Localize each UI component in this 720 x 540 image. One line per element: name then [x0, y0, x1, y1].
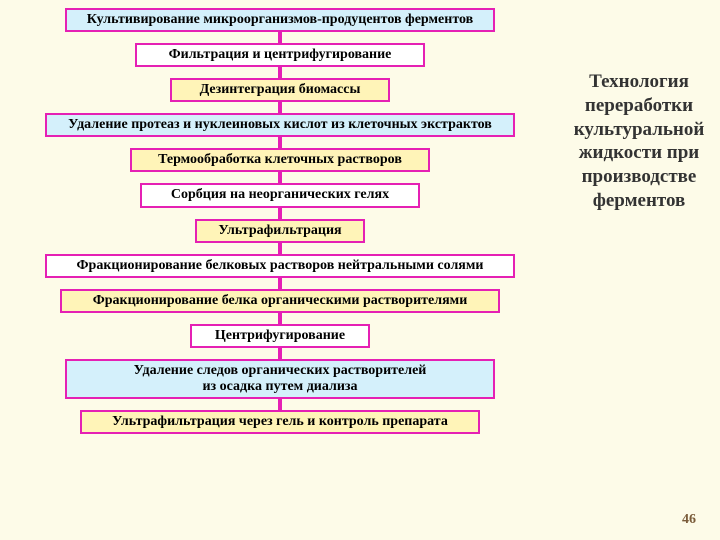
page-number: 46 [682, 512, 696, 528]
flow-node-4: Термообработка клеточных растворов [130, 148, 430, 172]
slide: Культивирование микроорганизмов-продуцен… [0, 0, 720, 540]
flow-connector [278, 67, 282, 78]
flow-node-0: Культивирование микроорганизмов-продуцен… [65, 8, 495, 32]
flow-connector [278, 137, 282, 148]
flow-connector [278, 208, 282, 219]
slide-title: Технология переработки культуральной жид… [564, 70, 714, 213]
flow-connector [278, 32, 282, 43]
flow-node-5: Сорбция на неорганических гелях [140, 183, 420, 207]
flow-node-9: Центрифугирование [190, 324, 370, 348]
flow-node-7: Фракционирование белковых растворов нейт… [45, 254, 515, 278]
flow-connector [278, 243, 282, 254]
flowchart-column: Культивирование микроорганизмов-продуцен… [0, 8, 560, 434]
flow-node-10: Удаление следов органических растворител… [65, 359, 495, 399]
flow-connector [278, 102, 282, 113]
flow-node-11: Ультрафильтрация через гель и контроль п… [80, 410, 480, 434]
flow-connector [278, 172, 282, 183]
flow-node-1: Фильтрация и центрифугирование [135, 43, 425, 67]
flow-connector [278, 348, 282, 359]
flow-node-2: Дезинтеграция биомассы [170, 78, 390, 102]
flow-node-8: Фракционирование белка органическими рас… [60, 289, 500, 313]
flow-connector [278, 313, 282, 324]
flow-connector [278, 278, 282, 289]
flow-node-6: Ультрафильтрация [195, 219, 365, 243]
flow-connector [278, 399, 282, 410]
flow-node-3: Удаление протеаз и нуклеиновых кислот из… [45, 113, 515, 137]
